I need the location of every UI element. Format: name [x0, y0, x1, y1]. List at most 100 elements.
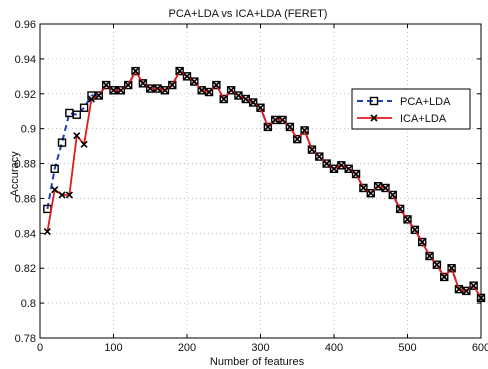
data-point — [139, 79, 147, 87]
chart-title: PCA+LDA vs ICA+LDA (FERET) — [169, 8, 328, 20]
data-point — [102, 81, 110, 89]
data-point — [94, 91, 104, 100]
data-point — [146, 84, 154, 93]
data-point — [447, 264, 456, 273]
x-tick-label: 600 — [472, 342, 488, 354]
data-point — [301, 126, 309, 134]
data-point — [43, 228, 51, 236]
data-point — [256, 104, 265, 112]
data-point — [389, 191, 397, 199]
data-point — [462, 287, 470, 295]
data-point — [440, 272, 449, 282]
data-point — [344, 164, 353, 173]
y-tick-label: 0.9 — [21, 124, 36, 136]
data-point — [351, 169, 361, 179]
data-point — [300, 126, 309, 135]
data-point — [352, 170, 360, 178]
y-tick-label: 0.84 — [15, 228, 36, 240]
data-point — [175, 66, 184, 76]
series-ica-lda — [43, 67, 485, 302]
data-point — [80, 140, 88, 148]
data-point — [388, 190, 397, 200]
data-point — [263, 122, 273, 132]
data-point — [220, 95, 228, 103]
data-point — [256, 103, 265, 112]
data-point — [293, 134, 302, 144]
y-axis-label: Accuracy — [9, 151, 21, 197]
data-point — [395, 204, 405, 214]
data-point — [330, 165, 338, 173]
data-point — [249, 98, 257, 107]
data-point — [432, 260, 442, 269]
y-tick-label: 0.86 — [15, 193, 36, 205]
data-point — [248, 98, 258, 107]
data-point — [234, 91, 243, 100]
data-point — [323, 159, 331, 168]
data-point — [72, 110, 81, 119]
data-point — [190, 77, 199, 86]
data-point — [359, 183, 368, 193]
x-tick-label: 0 — [37, 342, 43, 354]
data-point — [286, 123, 294, 131]
data-point — [168, 80, 177, 90]
data-point — [293, 135, 301, 143]
y-tick-label: 0.88 — [15, 159, 36, 171]
legend-item: PCA+LDA — [357, 96, 451, 108]
data-point — [469, 281, 478, 290]
series-layer — [43, 66, 486, 303]
y-tick-label: 0.8 — [21, 298, 36, 310]
data-point — [366, 189, 375, 198]
data-point — [176, 67, 184, 75]
data-point — [271, 116, 279, 124]
data-point — [65, 191, 73, 199]
data-point — [123, 80, 133, 90]
data-point — [381, 184, 390, 192]
data-point — [440, 273, 448, 281]
data-point — [73, 132, 81, 140]
data-point — [212, 81, 220, 89]
data-point — [359, 184, 367, 192]
x-tick-label: 300 — [251, 342, 269, 354]
legend-marker — [369, 96, 379, 106]
data-point — [410, 225, 420, 235]
data-point — [168, 81, 176, 89]
data-point — [242, 95, 250, 103]
data-point — [418, 238, 426, 246]
data-point — [131, 66, 140, 76]
data-point — [476, 293, 486, 303]
data-point — [101, 80, 111, 90]
data-point — [219, 94, 228, 104]
y-tick-label: 0.96 — [15, 19, 36, 31]
y-tick-label: 0.78 — [15, 333, 36, 345]
data-point — [396, 205, 404, 213]
data-point — [418, 237, 427, 247]
data-point — [470, 282, 478, 290]
legend-box — [351, 88, 471, 130]
data-point — [109, 86, 118, 94]
data-point — [308, 146, 316, 154]
data-point — [307, 145, 317, 154]
data-point — [79, 103, 89, 112]
data-point — [154, 84, 162, 93]
data-point — [477, 294, 485, 302]
data-point — [433, 261, 441, 269]
data-point — [345, 165, 353, 173]
data-point — [403, 215, 412, 223]
data-point — [411, 226, 419, 234]
data-point — [425, 251, 434, 261]
data-point — [367, 189, 375, 197]
data-point — [315, 153, 323, 161]
y-tick-label: 0.92 — [15, 89, 36, 101]
data-point — [227, 86, 235, 94]
x-tick-label: 400 — [325, 342, 343, 354]
data-point — [198, 86, 206, 94]
data-point — [322, 159, 331, 168]
legend-item: ICA+LDA — [357, 113, 447, 125]
data-point — [455, 285, 463, 293]
data-point — [285, 122, 295, 132]
data-point — [87, 95, 96, 103]
legend-marker — [370, 114, 378, 122]
x-tick-label: 100 — [104, 342, 122, 354]
